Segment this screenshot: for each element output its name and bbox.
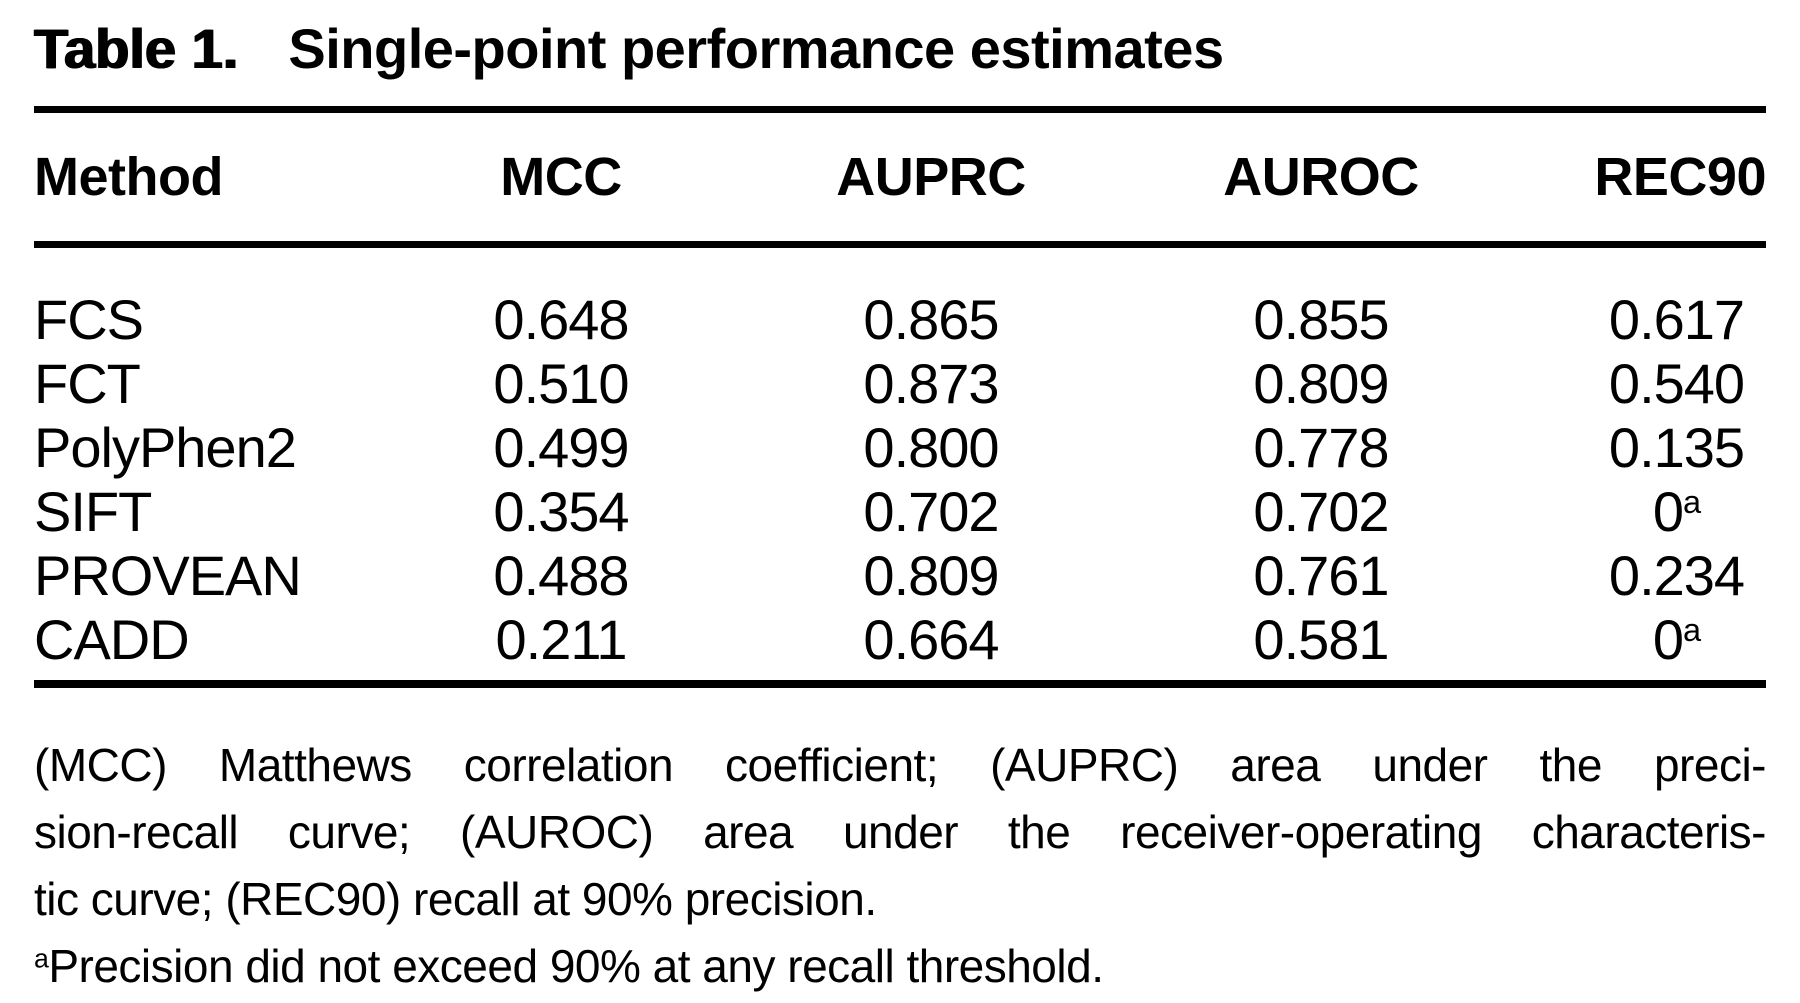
rec90-cell: 0a xyxy=(1543,480,1766,544)
table-row: FCS 0.648 0.865 0.855 0.617 xyxy=(34,288,1766,352)
col-header-rec90: REC90 xyxy=(1594,147,1766,207)
table-body: FCS 0.648 0.865 0.855 0.617 FCT 0.510 0.… xyxy=(34,248,1766,680)
method-cell: SIFT xyxy=(34,480,152,543)
mcc-cell: 0.648 xyxy=(493,288,629,351)
mcc-cell: 0.488 xyxy=(493,544,629,607)
table-footnote: (MCC) Matthews correlation coefficient; … xyxy=(34,732,1767,1000)
paper-table-figure: Table 1. Single-point performance estima… xyxy=(0,14,1800,1003)
auprc-cell: 0.809 xyxy=(863,544,999,607)
auroc-cell: 0.702 xyxy=(1253,480,1389,543)
method-cell: PolyPhen2 xyxy=(34,416,297,479)
table-row: FCT 0.510 0.873 0.809 0.540 xyxy=(34,352,1766,416)
mcc-cell: 0.510 xyxy=(493,352,629,415)
auprc-cell: 0.664 xyxy=(863,608,999,671)
rule-bottom xyxy=(34,680,1766,688)
rec90-value: 0.617 xyxy=(1608,288,1745,351)
table-header-row: Method MCC AUPRC AUROC REC90 xyxy=(34,113,1767,241)
auroc-cell: 0.855 xyxy=(1253,288,1389,351)
auprc-cell: 0.873 xyxy=(863,352,999,415)
method-cell: FCT xyxy=(34,352,141,415)
auroc-cell: 0.761 xyxy=(1253,544,1389,607)
auprc-cell: 0.800 xyxy=(863,416,999,479)
rec90-cell: 0.135 xyxy=(1543,416,1766,480)
col-header-auprc: AUPRC xyxy=(836,147,1026,207)
rec90-value: 0 xyxy=(1652,608,1684,671)
footnote-note-text: Precision did not exceed 90% at any reca… xyxy=(48,940,1104,992)
rec90-cell: 0.617 xyxy=(1543,288,1766,352)
auprc-cell: 0.702 xyxy=(863,480,999,543)
rule-top xyxy=(34,106,1766,113)
footnote-note: aPrecision did not exceed 90% at any rec… xyxy=(34,933,1766,1000)
rec90-footnote-marker: a xyxy=(1683,612,1701,649)
rec90-cell: 0.540 xyxy=(1543,352,1766,416)
rec90-cell: 0a xyxy=(1543,608,1766,672)
footnote-marker: a xyxy=(34,943,49,974)
table-row: SIFT 0.354 0.702 0.702 0a xyxy=(34,480,1766,544)
rec90-value: 0.135 xyxy=(1608,416,1745,479)
rec90-value: 0.234 xyxy=(1608,544,1745,607)
table-title: Table 1. Single-point performance estima… xyxy=(34,14,1766,84)
col-header-method: Method xyxy=(34,147,223,207)
auroc-cell: 0.581 xyxy=(1253,608,1389,671)
rec90-cell: 0.234 xyxy=(1543,544,1766,608)
footnote-line-2: sion-recall curve; (AUROC) area under th… xyxy=(34,806,1767,858)
auprc-cell: 0.865 xyxy=(863,288,999,351)
table-row: PROVEAN 0.488 0.809 0.761 0.234 xyxy=(34,544,1766,608)
mcc-cell: 0.499 xyxy=(493,416,629,479)
footnote-line-1: (MCC) Matthews correlation coefficient; … xyxy=(34,739,1767,791)
method-cell: PROVEAN xyxy=(34,544,302,607)
method-cell: CADD xyxy=(34,608,190,671)
method-cell: FCS xyxy=(34,288,144,351)
footnote-line-3: tic curve; (REC90) recall at 90% precisi… xyxy=(34,873,877,925)
mcc-cell: 0.211 xyxy=(495,608,628,671)
table-row: PolyPhen2 0.499 0.800 0.778 0.135 xyxy=(34,416,1766,480)
table-row: CADD 0.211 0.664 0.581 0a xyxy=(34,608,1766,672)
rec90-value: 0.540 xyxy=(1608,352,1745,415)
col-header-mcc: MCC xyxy=(500,147,622,207)
rec90-footnote-marker: a xyxy=(1683,484,1701,521)
table-number-label: Table 1. xyxy=(34,17,239,80)
auroc-cell: 0.809 xyxy=(1253,352,1389,415)
rec90-value: 0 xyxy=(1652,480,1684,543)
table-caption: Single-point performance estimates xyxy=(288,17,1224,80)
col-header-auroc: AUROC xyxy=(1223,147,1419,207)
auroc-cell: 0.778 xyxy=(1253,416,1389,479)
rule-below-header xyxy=(34,241,1766,248)
mcc-cell: 0.354 xyxy=(493,480,629,543)
